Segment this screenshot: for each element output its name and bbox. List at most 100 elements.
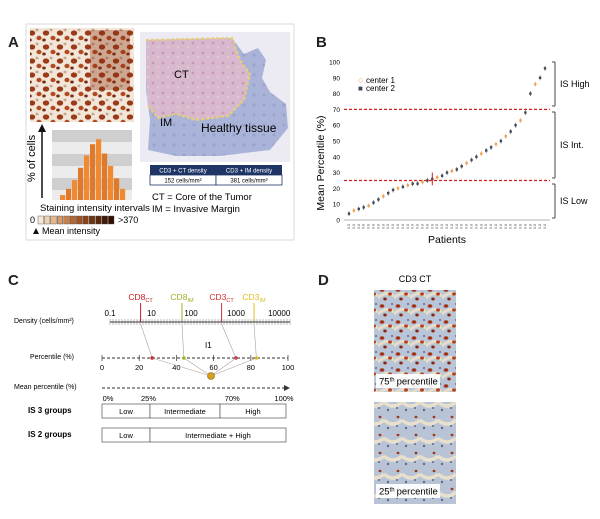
panel-b-xtick: 0.8 [455, 224, 459, 229]
marker-label: CD3CT [209, 292, 234, 304]
histogram-bar [96, 139, 102, 200]
panel-b-ytick: 60 [333, 123, 341, 130]
histogram-bar [84, 155, 90, 200]
panel-b-ytick: 10 [333, 202, 341, 209]
patient-point [455, 168, 458, 171]
panel-b-xtick: 0.8 [430, 224, 434, 229]
histogram-bar [78, 167, 84, 200]
histogram-bar [120, 188, 126, 200]
mean-intensity-marker [33, 228, 39, 234]
panel-c-letter: C [8, 272, 19, 289]
scale-cell [57, 215, 64, 225]
is3-low: Low [119, 407, 133, 416]
scale-cell [88, 215, 95, 225]
patient-point [347, 212, 351, 215]
panel-b-xtick: 0.8 [367, 224, 371, 229]
percentile-tick-label: 20 [135, 363, 143, 372]
panel-b-xlabel: Patients [428, 234, 466, 246]
scale-cell [37, 215, 44, 225]
panel-b-xticks: 0.8 0.8 0.8 0.8 0.8 0.8 0.8 0.8 0.8 0.8 0.8 0.8 0.8 0… [347, 224, 547, 229]
panel-b-xtick: 0.8 [504, 224, 508, 229]
panel-b-xtick: 0.8 [362, 224, 366, 229]
panel-b-ytick: 40 [333, 154, 341, 161]
i1-label: I1 [205, 341, 212, 350]
density-tick-label: 1000 [227, 309, 245, 318]
scale-cell [50, 215, 57, 225]
panel-b-xtick: 0.8 [381, 224, 385, 229]
percentile-tick-label: 0 [100, 363, 104, 372]
percentile-to-mean-line [183, 357, 212, 377]
density-value-ct: 152 cells/mm² [164, 179, 201, 185]
percentile-axis-label: Percentile (%) [30, 354, 74, 361]
panel-b-letter: B [316, 34, 327, 51]
panel-d-letter: D [318, 272, 329, 289]
mean-tick-label: 70% [225, 394, 240, 403]
scale-cell [44, 215, 51, 225]
panel-b-xtick: 0.8 [391, 224, 395, 229]
histogram-bar [60, 195, 66, 200]
patient-point [504, 135, 507, 138]
patient-point [465, 161, 468, 165]
patient-point [396, 187, 400, 190]
is3-label: IS 3 groups [28, 406, 72, 415]
legend-ct: CT = Core of the Tumor [152, 192, 252, 203]
patient-point [529, 92, 532, 95]
patient-point [514, 124, 517, 127]
panel-b-xtick: 0.8 [533, 224, 537, 229]
panel-b-ytick: 80 [333, 91, 341, 98]
patient-point [509, 130, 512, 133]
patient-point [440, 174, 444, 177]
panel-b-xtick: 0.8 [494, 224, 498, 229]
is3-groups: Low Intermediate High [101, 403, 287, 419]
band-is-low: IS Low [560, 196, 588, 206]
density-tick-label: 10 [147, 309, 156, 318]
patient-point [401, 185, 405, 189]
scale-cell [108, 215, 115, 225]
panel-b-xtick: 0.8 [479, 224, 483, 229]
panel-b-xtick: 0.8 [509, 224, 513, 229]
percentile-ticks: 0 20 40 60 80 100 [100, 355, 294, 372]
patient-point [426, 179, 429, 182]
mean-tick-label: 0% [103, 394, 114, 403]
panel-b-xtick: 0.8 [538, 224, 542, 229]
panel-b-xtick: 0.8 [440, 224, 444, 229]
histogram-bar [90, 144, 96, 200]
panel-b-xtick: 0.8 [484, 224, 488, 229]
histogram-bar [72, 180, 78, 200]
panel-b-ytick: 30 [333, 170, 341, 177]
marker-labels: CD8CT CD8IM CD3CT CD3IM [128, 292, 266, 322]
patient-point [538, 76, 542, 79]
svg-text:>370: >370 [118, 215, 138, 225]
density-tick-label: 100 [184, 309, 198, 318]
panel-b-xtick: 0.8 [450, 224, 454, 229]
panel-b-xtick: 0.8 [416, 224, 420, 229]
ihc-micrograph [30, 28, 134, 122]
histogram-xlabel: Staining intensity intervals [40, 203, 150, 214]
patient-point [485, 149, 488, 152]
panel-b-legend: ○ center 1 ■ center 2 [358, 75, 395, 93]
patient-point [367, 204, 370, 207]
percentile-tick-label: 80 [247, 363, 255, 372]
panel-d: CD3 CT 75th percentile 25th percentile [374, 274, 456, 504]
panel-b-xtick: 0.8 [470, 224, 474, 229]
is2-intermediate-high: Intermediate + High [185, 431, 251, 440]
patient-point [391, 188, 395, 192]
panel-b-xtick: 0.8 [406, 224, 410, 229]
percentile-tick-label: 40 [172, 363, 180, 372]
mean-ticks: 0% 25% 70% 100% [103, 394, 294, 403]
panel-a-letter: A [8, 34, 19, 51]
density-tick-label: 10000 [268, 309, 291, 318]
panel-b-xtick: 0.8 [474, 224, 478, 229]
panel-b-xtick: 0.8 [460, 224, 464, 229]
panel-b-xtick: 0.8 [401, 224, 405, 229]
svg-text:○: ○ [358, 75, 363, 85]
panel-b-xtick: 0.8 [357, 224, 361, 229]
scale-cell [95, 215, 102, 225]
patient-point [436, 176, 439, 179]
legend-center-2: center 2 [366, 84, 395, 93]
label-25th: 25th percentile [379, 487, 438, 498]
percentile-to-mean-line [210, 357, 237, 377]
patient-point [411, 182, 414, 185]
band-is-high: IS High [560, 79, 590, 89]
svg-text:■: ■ [358, 84, 363, 93]
